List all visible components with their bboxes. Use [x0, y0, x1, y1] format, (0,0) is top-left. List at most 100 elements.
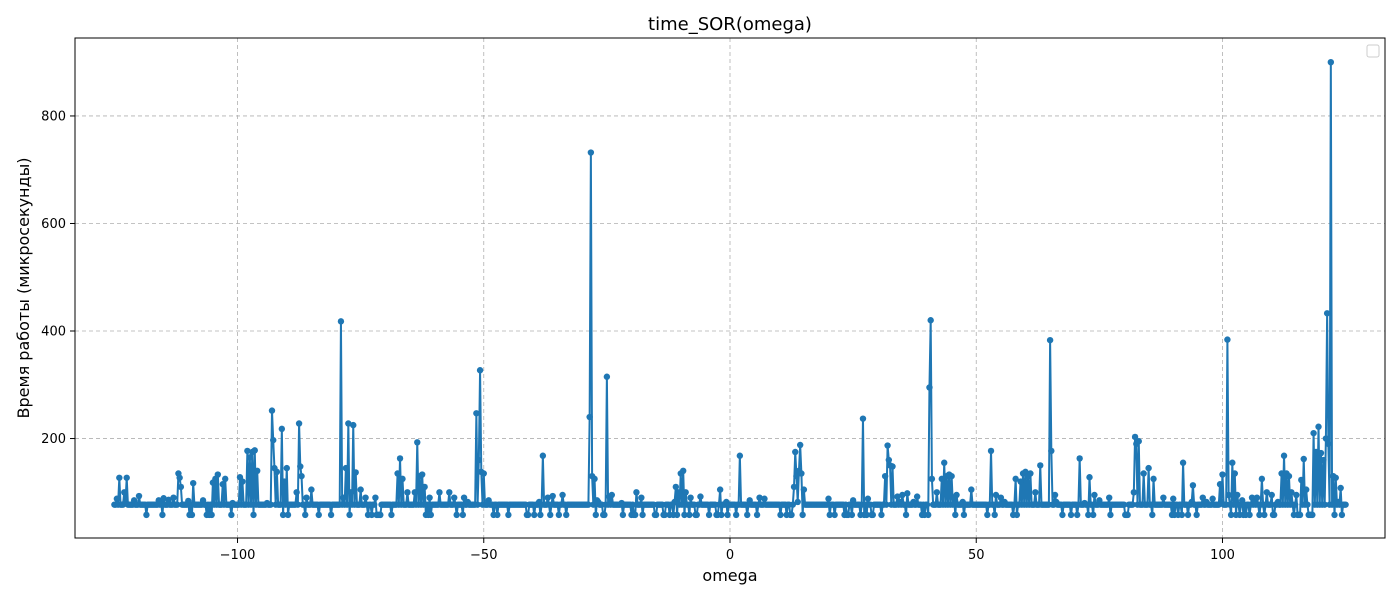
data-point [933, 489, 941, 496]
y-tick-label: 800 [41, 109, 66, 124]
data-point [869, 511, 877, 519]
data-point [267, 501, 274, 508]
data-point [1338, 511, 1346, 519]
data-point [1178, 511, 1186, 519]
data-point [1325, 440, 1332, 448]
data-point [1293, 491, 1300, 499]
data-point [793, 472, 800, 480]
data-point [377, 511, 384, 519]
grid [75, 38, 1385, 538]
data-point [639, 511, 646, 519]
data-point [1230, 501, 1237, 508]
data-point [1140, 470, 1147, 477]
data-point [473, 410, 480, 417]
data-point [337, 318, 345, 325]
data-point [661, 511, 668, 519]
data-point [135, 492, 143, 500]
data-point [601, 511, 608, 519]
data-point [798, 470, 805, 477]
data-point [446, 489, 453, 496]
data-point [308, 486, 315, 493]
data-point [848, 511, 856, 519]
data-point [250, 511, 257, 519]
data-point [672, 483, 680, 491]
data-point [1229, 459, 1236, 466]
data-point [884, 442, 891, 449]
data-point [297, 463, 304, 470]
data-point [436, 489, 443, 496]
data-point [531, 511, 538, 519]
data-point [949, 501, 957, 508]
data-point [1086, 474, 1093, 481]
data-point [165, 496, 172, 504]
y-tick-label: 200 [41, 432, 66, 447]
data-point [411, 489, 419, 496]
data-point [1216, 481, 1224, 488]
data-point [1321, 501, 1328, 508]
y-tick-label: 600 [41, 217, 66, 232]
data-point [686, 511, 693, 519]
data-point [123, 474, 130, 481]
data-point [1085, 511, 1092, 519]
data-point [1129, 501, 1136, 508]
x-tick-label: 0 [726, 548, 734, 563]
data-point [825, 495, 832, 502]
data-point [343, 501, 351, 508]
y-axis-ticks: 200 400 600 800 [41, 109, 75, 447]
data-point [633, 489, 640, 496]
data-point [1091, 491, 1098, 499]
data-point [1046, 336, 1054, 344]
data-point [790, 483, 798, 491]
data-point [345, 420, 352, 427]
data-point [1199, 494, 1206, 501]
data-point [1258, 475, 1266, 483]
data-point [992, 491, 1000, 499]
data-point [277, 501, 284, 508]
data-point [1296, 511, 1304, 519]
data-point [426, 494, 433, 501]
data-point [357, 486, 364, 493]
data-point [952, 511, 959, 519]
data-point [927, 317, 934, 324]
data-point [881, 472, 889, 480]
data-point [800, 486, 808, 493]
data-point [563, 511, 570, 519]
data-point [494, 511, 501, 519]
data-point [590, 501, 597, 508]
data-point [559, 491, 566, 499]
data-point [928, 475, 936, 483]
data-point [591, 475, 598, 483]
data-point [652, 511, 660, 519]
data-point [549, 492, 556, 500]
data-point [295, 420, 303, 427]
data-point [547, 511, 554, 519]
data-point [219, 481, 226, 488]
legend-box [1366, 44, 1380, 58]
data-point [592, 511, 599, 519]
x-tick-label: 100 [1210, 548, 1235, 563]
data-point [792, 448, 799, 456]
data-point [1327, 58, 1335, 66]
data-point [279, 511, 287, 519]
data-point [1303, 486, 1310, 493]
data-point [414, 439, 421, 446]
data-point [1342, 501, 1349, 508]
data-point [632, 511, 639, 519]
data-point [1291, 501, 1299, 508]
data-point [682, 489, 689, 496]
data-point [1149, 511, 1156, 519]
data-point [894, 493, 901, 500]
data-point [673, 511, 681, 519]
data-point [587, 149, 595, 156]
data-point [1013, 511, 1021, 519]
x-tick-label: 50 [968, 548, 985, 563]
data-point [1130, 489, 1138, 496]
data-point [368, 511, 375, 519]
data-point [1234, 491, 1241, 499]
data-point [603, 373, 611, 380]
x-tick-label: −100 [220, 548, 256, 563]
data-point [1331, 511, 1338, 519]
data-point [113, 495, 121, 502]
data-point [889, 463, 896, 470]
data-point [1124, 511, 1131, 519]
